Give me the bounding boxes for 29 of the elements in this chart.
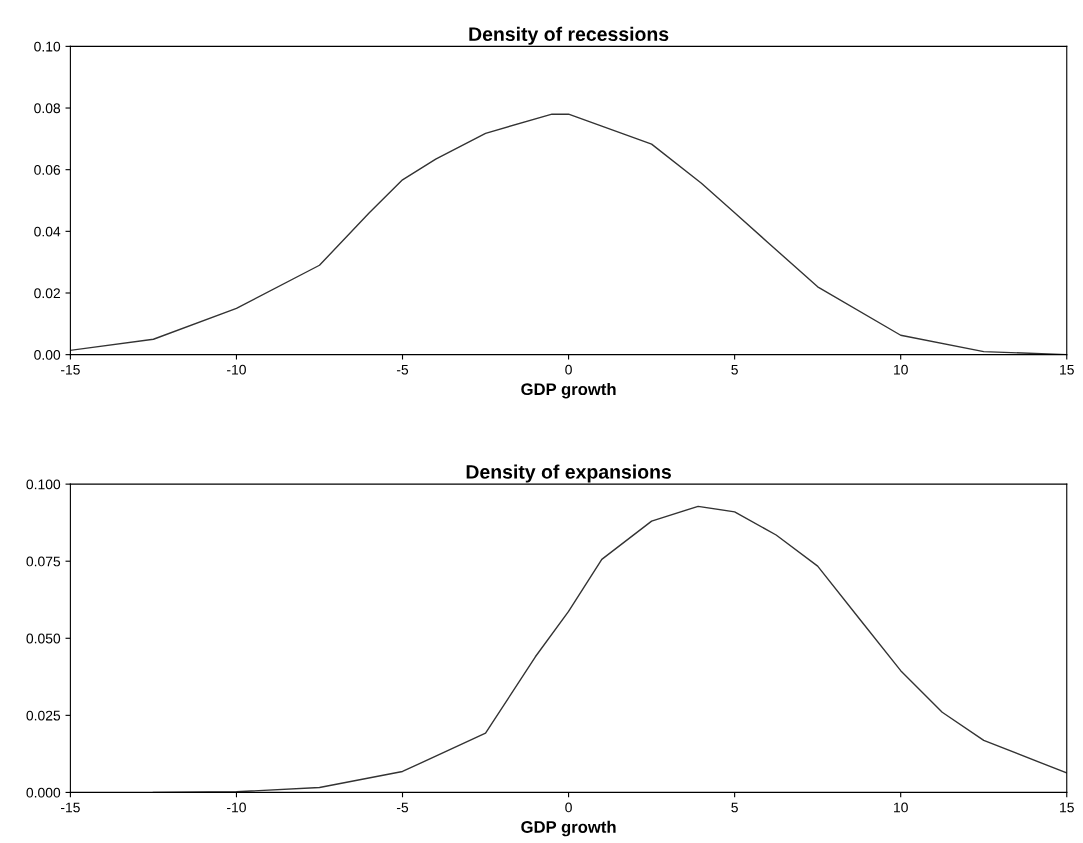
y-tick-label: 0.08 [34, 103, 61, 114]
chart-title: Density of recessions [469, 26, 669, 45]
y-tick-label: 0.00 [34, 349, 61, 360]
y-tick-label: 0.050 [26, 633, 61, 644]
x-tick-label: -10 [227, 802, 246, 813]
chart-title: Density of expansions [466, 464, 671, 483]
y-tick-label: 0.075 [26, 556, 61, 567]
x-axis-title: GDP growth [521, 382, 616, 399]
x-tick-label: 10 [894, 802, 908, 813]
y-tick-label: 0.10 [34, 41, 61, 52]
y-tick-label: 0.04 [34, 226, 61, 237]
x-tick-label: -5 [396, 364, 409, 375]
x-tick-label: -15 [60, 364, 80, 375]
y-tick-label: 0.000 [26, 787, 61, 798]
x-tick-label: 10 [894, 364, 908, 375]
x-tick-label: 0 [565, 364, 572, 375]
x-tick-label: -10 [227, 364, 246, 375]
x-tick-label: 5 [731, 364, 738, 375]
x-tick-label: 15 [1060, 802, 1074, 813]
x-tick-label: -5 [396, 802, 409, 813]
y-tick-label: 0.100 [26, 479, 61, 490]
y-tick-label: 0.06 [34, 165, 61, 175]
x-tick-label: 5 [731, 802, 738, 813]
y-tick-label: 0.025 [26, 710, 61, 721]
x-axis-title: GDP growth [521, 820, 616, 837]
x-tick-label: 0 [565, 802, 572, 813]
x-tick-label: -15 [60, 802, 80, 813]
y-tick-label: 0.02 [34, 288, 60, 299]
x-tick-label: 15 [1060, 364, 1074, 375]
